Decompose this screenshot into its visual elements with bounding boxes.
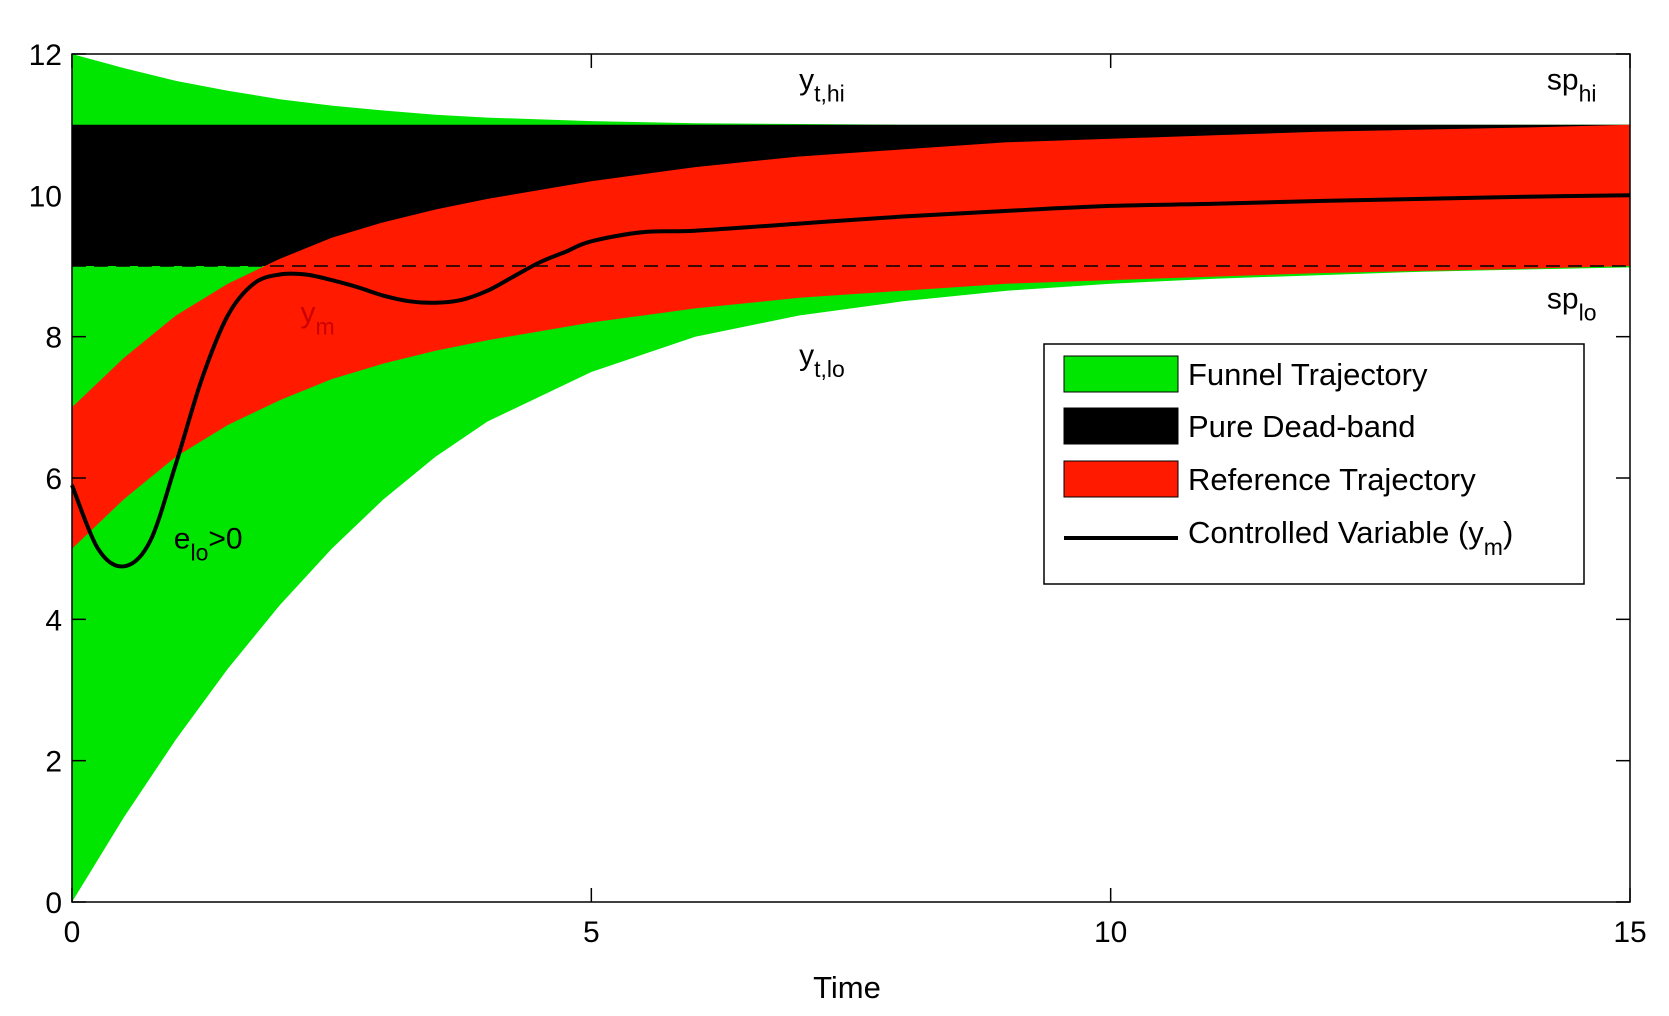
y-tick-label: 12 — [29, 39, 62, 72]
y-tick-label: 2 — [45, 746, 62, 779]
legend-label: Pure Dead-band — [1188, 409, 1416, 444]
annotation-label: elo>0 — [174, 523, 243, 566]
legend-label: Controlled Variable (ym) — [1188, 515, 1513, 560]
annotation-label: yt,hi — [799, 63, 845, 106]
legend-label: Funnel Trajectory — [1188, 357, 1428, 392]
legend: Funnel Trajectory Pure Dead-band Reference… — [1043, 343, 1585, 585]
legend-swatch-deadband — [1063, 407, 1179, 445]
annotation-label: yt,lo — [799, 339, 845, 382]
annotation-label: sphi — [1547, 63, 1597, 106]
plot-area — [70, 54, 1631, 902]
axes: 0 2 4 6 8 10 12 0 5 10 15 — [29, 39, 1647, 949]
y-tick-label: 6 — [45, 463, 62, 496]
y-tick-label: 4 — [45, 604, 62, 637]
annotations: yt,hi sphi splo yt,lo ym elo>0 — [174, 63, 1597, 565]
reference-trajectory-band — [72, 124, 1630, 549]
y-tick-label: 0 — [45, 887, 62, 920]
annotation-label: ym — [301, 297, 335, 340]
x-axis-label: Time — [813, 970, 881, 1005]
annotation-label: splo — [1547, 282, 1597, 325]
controlled-variable-line — [70, 193, 1631, 569]
y-tick-label: 10 — [29, 180, 62, 213]
legend-swatch-reference — [1063, 460, 1179, 498]
y-tick-label: 8 — [45, 322, 62, 355]
x-tick-label: 15 — [1613, 916, 1646, 949]
legend-label: Reference Trajectory — [1188, 462, 1476, 497]
x-tick-label: 10 — [1094, 916, 1127, 949]
x-tick-label: 0 — [64, 916, 81, 949]
x-tick-label: 5 — [583, 916, 600, 949]
legend-swatch-funnel — [1063, 355, 1179, 393]
